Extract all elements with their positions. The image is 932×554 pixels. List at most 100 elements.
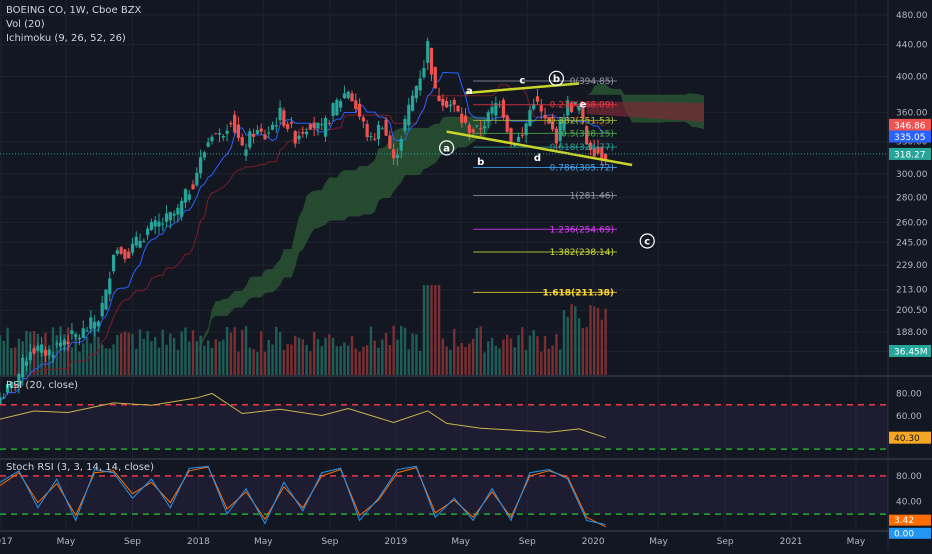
candle (320, 117, 324, 130)
candle-body (301, 131, 305, 134)
candle (191, 180, 195, 190)
candle (240, 133, 244, 147)
candle-body (569, 102, 574, 112)
candle-body (524, 123, 528, 136)
legend-rsi: RSI (20, close) (6, 380, 79, 391)
volume-bar (574, 306, 577, 375)
candle (490, 100, 494, 120)
candle (89, 310, 93, 334)
candle (251, 128, 256, 144)
price-axis-tick: 260.00 (896, 218, 928, 228)
volume-bar (229, 332, 233, 375)
price-axis-tick: 200.50 (896, 306, 928, 316)
volume-bar (309, 351, 312, 375)
volume-bar (55, 335, 58, 375)
candle-body (138, 240, 142, 248)
rsi-band (0, 404, 888, 450)
candle-body (577, 105, 581, 111)
volume-bar (0, 335, 2, 375)
volume-bar (464, 347, 467, 375)
volume-bar (312, 331, 316, 375)
price-axis-tick: 245.00 (896, 238, 928, 248)
volume-bar (305, 344, 308, 375)
volume-bar (40, 349, 43, 375)
candle-body (403, 118, 407, 132)
candle-body (70, 330, 74, 335)
candle-body (456, 105, 460, 112)
candle-body (93, 321, 97, 329)
price-tag-bg (889, 118, 931, 131)
candle-body (293, 131, 297, 144)
wave-label-circle (548, 70, 565, 86)
candle (13, 382, 17, 392)
volume-bar (116, 335, 119, 375)
candle (592, 139, 596, 160)
volume-bar (142, 338, 146, 375)
candle-body (388, 135, 392, 149)
candle (195, 167, 199, 188)
candle-body (350, 93, 354, 102)
candle-body (96, 321, 101, 327)
candle-body (304, 131, 309, 135)
wave-label-text: c (519, 76, 525, 87)
volume-bar (74, 332, 77, 375)
candle (183, 187, 188, 209)
candle-body (278, 107, 282, 121)
volume-bar (400, 326, 403, 375)
volume-bar (17, 338, 21, 375)
candle-body (600, 147, 604, 159)
volume-bar (146, 330, 149, 375)
fib-level-label: 0.382(351.53) (550, 116, 614, 126)
candle (505, 114, 509, 135)
volume-bar (180, 331, 183, 375)
volume-bar (112, 344, 115, 375)
candle (535, 89, 540, 105)
candle-body (357, 103, 362, 117)
volume-bar (347, 345, 350, 375)
candle (85, 326, 89, 332)
candle (494, 96, 498, 124)
candle-body (566, 100, 570, 116)
price-tag: 36.45M (889, 345, 931, 358)
rsi-line (0, 392, 606, 439)
candle-body (119, 247, 123, 254)
volume-bar (127, 332, 130, 375)
volume-bar (169, 333, 172, 375)
time-axis-label: May (254, 537, 273, 547)
volume-bar (263, 351, 267, 375)
candle-body (286, 124, 290, 130)
wave-label-text: b (477, 157, 484, 168)
candle (9, 381, 13, 393)
candle-body (486, 112, 490, 122)
volume-bar (407, 349, 410, 375)
candle (475, 125, 479, 129)
fib-level-label: 1(281.46) (570, 191, 614, 201)
wave-label: a (466, 86, 473, 97)
volume-bar (324, 337, 327, 375)
fib-level-label: 0.236(368.09) (550, 101, 614, 111)
price-axis-tick: 188.00 (896, 328, 928, 338)
volume-bar (93, 329, 96, 375)
volume-bar (551, 345, 554, 375)
candle-body (331, 103, 335, 117)
time-axis-label: May (451, 537, 470, 547)
time-axis-label: May (847, 537, 866, 547)
candle (339, 98, 343, 112)
wave-label: b (477, 157, 484, 168)
volume-bar (150, 341, 153, 375)
volume-bar (188, 341, 191, 375)
volume-bar (10, 347, 13, 375)
volume-bar (418, 350, 422, 375)
wave-label-circle (439, 140, 455, 156)
volume-bar (233, 327, 236, 375)
volume-bar (460, 343, 463, 375)
candle-body (47, 350, 51, 356)
stoch-k-tag: 3.42 (889, 514, 931, 526)
stoch-axis-tick: 80.00 (896, 472, 922, 482)
candle-body (437, 96, 441, 102)
candle-body (448, 104, 453, 107)
candle (127, 248, 131, 259)
rsi-last-bg (889, 431, 931, 444)
